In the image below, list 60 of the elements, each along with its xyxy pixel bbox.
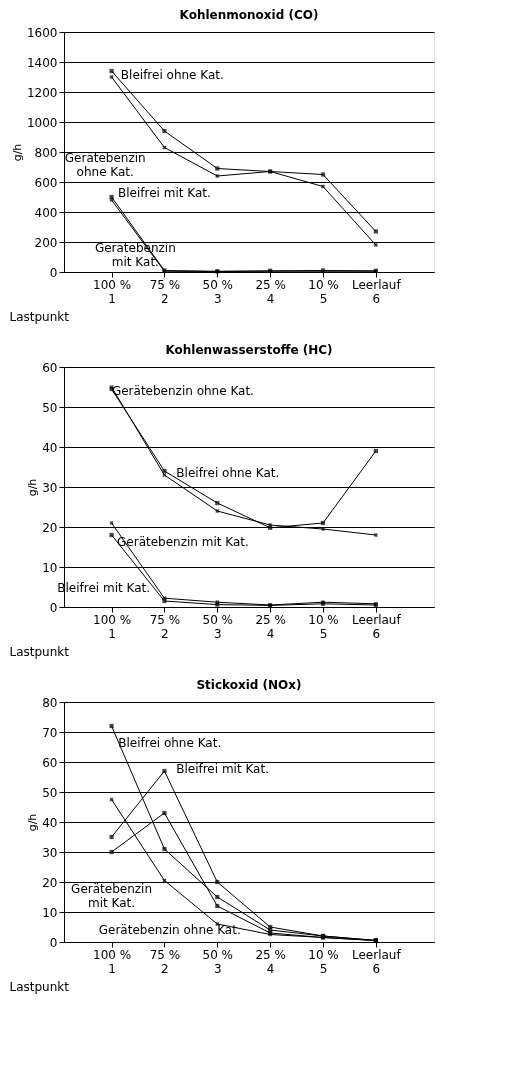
chart-title: Kohlenmonoxid (CO) xyxy=(179,8,319,22)
x-tick-label: 75 % 2 xyxy=(149,612,181,641)
y-axis-title: g/h xyxy=(26,813,40,832)
x-tick-label: 10 % 5 xyxy=(308,612,339,641)
y-tick-label: 800 xyxy=(34,145,58,160)
y-axis-title: g/h xyxy=(26,478,40,497)
annotation: Gerätebenzin ohne Kat. xyxy=(64,151,146,180)
x-tick-label: 25 % 4 xyxy=(255,612,286,641)
annotation: Bleifrei mit Kat. xyxy=(118,185,211,200)
y-tick-label: 1400 xyxy=(26,55,58,70)
x-axis-title: Lastpunkt xyxy=(9,309,70,324)
y-tick-label: 60 xyxy=(42,360,58,375)
x-tick-label: Leerlauf 6 xyxy=(352,277,402,306)
x-tick-label: 100 % 1 xyxy=(93,277,132,306)
y-tick-label: 50 xyxy=(42,785,58,800)
y-tick-label: 40 xyxy=(42,440,58,455)
y-tick-label: 30 xyxy=(42,480,58,495)
annotation: Bleifrei mit Kat. xyxy=(176,762,269,777)
y-tick-label: 0 xyxy=(49,600,58,615)
x-tick-label: 25 % 4 xyxy=(255,277,286,306)
x-tick-label: 100 % 1 xyxy=(93,612,132,641)
x-tick-label: Leerlauf 6 xyxy=(352,947,402,976)
annotation: Bleifrei ohne Kat. xyxy=(176,465,280,480)
y-tick-label: 0 xyxy=(49,265,58,280)
x-tick-label: 25 % 4 xyxy=(255,947,286,976)
annotation: Gerätebenzin ohne Kat. xyxy=(98,923,241,937)
x-tick-label: 50 % 3 xyxy=(202,612,234,641)
y-tick-label: 600 xyxy=(34,175,58,190)
annotation: Bleifrei ohne Kat. xyxy=(120,68,224,83)
chart-title: Stickoxid (NOx) xyxy=(196,678,302,692)
x-tick-label: 10 % 5 xyxy=(308,947,339,976)
y-tick-label: 200 xyxy=(34,235,58,250)
y-tick-label: 0 xyxy=(49,935,58,950)
x-tick-label: 100 % 1 xyxy=(93,947,132,976)
y-tick-label: 1600 xyxy=(26,25,58,40)
y-tick-label: 80 xyxy=(42,695,58,710)
y-tick-label: 70 xyxy=(42,725,58,740)
x-tick-label: 50 % 3 xyxy=(202,277,234,306)
y-tick-label: 30 xyxy=(42,845,58,860)
x-tick-label: 75 % 2 xyxy=(149,277,181,306)
x-axis-title: Lastpunkt xyxy=(9,644,70,659)
x-tick-label: Leerlauf 6 xyxy=(352,612,402,641)
y-tick-label: 10 xyxy=(42,560,58,575)
y-tick-label: 20 xyxy=(42,520,58,535)
chart-title: Kohlenwasserstoffe (HC) xyxy=(165,343,333,357)
annotation: Bleifrei ohne Kat. xyxy=(118,735,222,750)
y-tick-label: 50 xyxy=(42,400,58,415)
annotation: Gerätebenzin mit Kat. xyxy=(71,882,153,911)
x-tick-label: 10 % 5 xyxy=(308,277,339,306)
y-tick-label: 1000 xyxy=(26,115,58,130)
y-tick-label: 10 xyxy=(42,905,58,920)
y-axis-title: g/h xyxy=(10,143,24,162)
y-tick-label: 20 xyxy=(42,875,58,890)
y-tick-label: 1200 xyxy=(26,85,58,100)
x-tick-label: 50 % 3 xyxy=(202,947,234,976)
y-tick-label: 40 xyxy=(42,815,58,830)
x-tick-label: 75 % 2 xyxy=(149,947,181,976)
y-tick-label: 400 xyxy=(34,205,58,220)
x-axis-title: Lastpunkt xyxy=(9,979,70,994)
y-tick-label: 60 xyxy=(42,755,58,770)
